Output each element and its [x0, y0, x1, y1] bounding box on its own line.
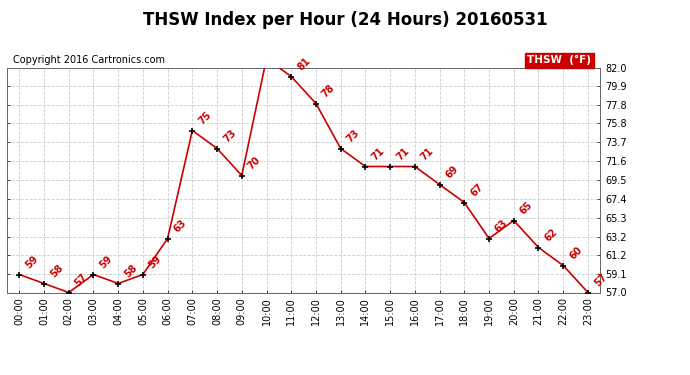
Text: 58: 58 [48, 262, 65, 279]
Text: 62: 62 [542, 227, 560, 243]
Text: 70: 70 [246, 155, 263, 171]
Text: 63: 63 [493, 218, 510, 234]
Text: 73: 73 [221, 128, 238, 144]
Text: 57: 57 [592, 272, 609, 288]
Text: 67: 67 [469, 182, 485, 198]
Text: 59: 59 [23, 254, 40, 270]
Text: THSW Index per Hour (24 Hours) 20160531: THSW Index per Hour (24 Hours) 20160531 [143, 11, 547, 29]
Text: THSW  (°F): THSW (°F) [527, 55, 591, 65]
Text: 59: 59 [97, 254, 115, 270]
Text: 60: 60 [567, 245, 584, 261]
Text: Copyright 2016 Cartronics.com: Copyright 2016 Cartronics.com [13, 55, 165, 65]
Text: 58: 58 [122, 262, 139, 279]
Text: 83: 83 [0, 374, 1, 375]
Text: 57: 57 [73, 272, 90, 288]
Text: 65: 65 [518, 200, 535, 216]
Text: 69: 69 [444, 164, 460, 180]
Text: 81: 81 [295, 56, 312, 72]
Text: 59: 59 [147, 254, 164, 270]
Text: 71: 71 [419, 146, 435, 162]
Text: 71: 71 [394, 146, 411, 162]
Text: 71: 71 [370, 146, 386, 162]
Text: 73: 73 [345, 128, 362, 144]
Text: 78: 78 [320, 82, 337, 99]
Text: 75: 75 [197, 110, 213, 126]
Text: 63: 63 [172, 218, 188, 234]
